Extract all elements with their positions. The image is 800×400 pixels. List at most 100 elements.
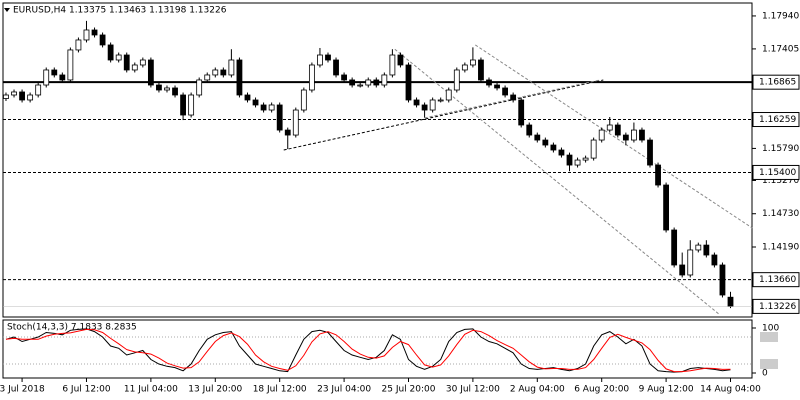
candle-body <box>461 64 468 71</box>
candle-body <box>27 94 34 101</box>
candle-body <box>147 59 154 86</box>
candle-body <box>11 91 17 96</box>
candle-body <box>196 79 203 96</box>
candle-body <box>526 124 533 136</box>
candle-body <box>437 99 444 102</box>
candle-body <box>381 74 388 86</box>
candle-body <box>687 249 694 276</box>
candle-body <box>43 69 50 86</box>
candle-body <box>518 99 525 126</box>
candle-body <box>292 109 299 136</box>
level-label: 1.15400 <box>759 168 796 178</box>
candle-body <box>188 94 195 116</box>
candle-body <box>180 94 186 116</box>
candle-body <box>59 74 66 81</box>
candle-body <box>622 134 629 141</box>
candle-body <box>75 39 82 51</box>
level-label: 1.16259 <box>759 115 796 125</box>
candle-body <box>260 104 267 111</box>
candle-body <box>19 91 25 101</box>
candle-body <box>542 139 549 146</box>
candle-body <box>220 69 227 76</box>
candle-body <box>276 104 283 131</box>
candle-body <box>83 29 90 41</box>
x-tick-label: 11 Jul 04:00 <box>124 385 178 395</box>
x-tick-label: 6 Jul 12:00 <box>62 385 111 395</box>
candle-body <box>51 69 58 76</box>
y-tick-label: 100 <box>762 324 779 334</box>
candle-body <box>703 244 710 256</box>
candle-body <box>268 104 275 111</box>
level-label: 1.13660 <box>759 275 796 285</box>
x-tick-label: 23 Jul 04:00 <box>317 385 371 395</box>
candle-body <box>397 54 404 66</box>
stoch-panel <box>2 319 753 379</box>
trend-line <box>475 44 753 229</box>
y-tick-label: 0 <box>762 369 768 379</box>
symbol-icon <box>4 8 10 12</box>
candle-body <box>357 84 364 87</box>
candle-body <box>107 44 114 61</box>
candle-body <box>300 89 307 111</box>
stoch-title: Stoch(14,3,3) 7.1833 8.2835 <box>7 323 137 333</box>
candle-body <box>244 94 251 101</box>
candle-body <box>115 54 122 61</box>
candle-body <box>445 89 452 101</box>
candle-body <box>469 59 476 66</box>
candle-body <box>429 99 436 111</box>
candle-body <box>333 59 339 76</box>
candle-body <box>91 29 98 36</box>
candle-body <box>252 99 259 106</box>
candle-body <box>663 184 670 231</box>
candle-body <box>317 54 323 66</box>
level-label: 1.16865 <box>759 78 796 88</box>
last-price-box <box>752 298 800 314</box>
candle-body <box>719 264 726 296</box>
candle-body <box>558 149 565 156</box>
level-label-box <box>752 272 800 288</box>
candle-body <box>139 59 146 66</box>
candle-body <box>421 104 428 111</box>
candle-body <box>478 59 484 81</box>
level-label-box <box>752 74 800 90</box>
candle-body <box>308 64 315 91</box>
candle-body <box>727 296 734 307</box>
chart-title: EURUSD,H4 1.13375 1.13463 1.13198 1.1322… <box>13 6 227 16</box>
candle-body <box>164 87 170 91</box>
candle-body <box>156 84 162 91</box>
x-tick-label: 14 Aug 04:00 <box>700 385 761 395</box>
candle-body <box>639 129 645 141</box>
candle-body <box>534 134 541 141</box>
level-box <box>760 359 778 369</box>
candle-body <box>598 129 605 141</box>
candle-body <box>631 129 637 141</box>
x-tick-label: 6 Aug 20:00 <box>574 385 629 395</box>
candle-body <box>614 124 621 136</box>
candle-body <box>341 74 347 81</box>
stoch-line <box>5 328 731 373</box>
x-tick-label: 18 Jul 12:00 <box>253 385 307 395</box>
candle-body <box>679 264 686 276</box>
x-tick-label: 25 Jul 20:00 <box>382 385 436 395</box>
candle-body <box>647 139 653 166</box>
candle-body <box>550 144 557 151</box>
candle-body <box>566 154 573 166</box>
level-label-box <box>752 164 800 180</box>
candle-body <box>349 79 356 86</box>
y-tick-label: 1.15790 <box>762 144 799 154</box>
candle-body <box>510 94 517 101</box>
candle-body <box>212 69 219 76</box>
trend-line <box>283 79 604 151</box>
candle-body <box>606 124 613 131</box>
y-tick-label: 1.15270 <box>762 176 799 186</box>
candle-body <box>3 94 9 99</box>
candle-body <box>655 164 661 186</box>
y-tick-label: 1.17940 <box>762 11 799 21</box>
last-price-label: 1.13226 <box>759 302 796 312</box>
candle-body <box>502 87 508 96</box>
candle-body <box>172 87 178 96</box>
candle-body <box>236 59 243 96</box>
x-tick-label: 30 Jul 12:00 <box>446 385 500 395</box>
candle-body <box>413 99 420 106</box>
